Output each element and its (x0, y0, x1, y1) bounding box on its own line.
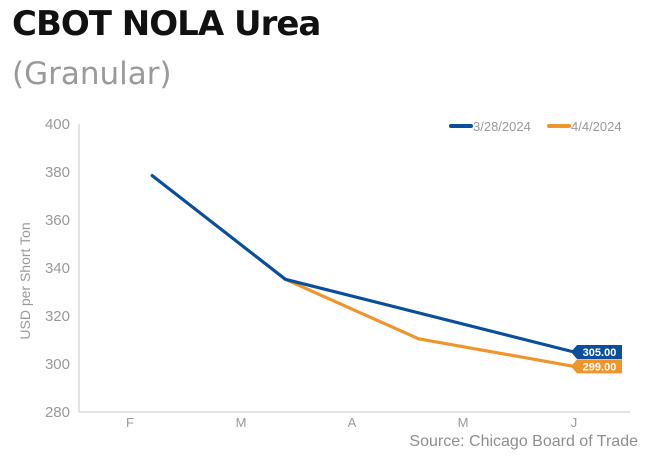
end-value-labels: 305.00 299.00 (571, 345, 622, 374)
y-tick-label: 380 (45, 164, 70, 181)
series-line (150, 174, 576, 354)
chart-title: CBOT NOLA Urea (12, 4, 321, 44)
y-tick-label: 280 (45, 404, 70, 421)
x-tick-label: M (458, 415, 469, 430)
end-label-badge (571, 345, 622, 359)
legend-label: 3/28/2024 (473, 119, 531, 134)
y-tick-label: 300 (45, 356, 70, 373)
y-tick-label: 340 (45, 260, 70, 277)
source-note: Source: Chicago Board of Trade (409, 433, 638, 450)
series-lines (150, 174, 576, 368)
series-line (283, 277, 576, 368)
end-label-badge (571, 359, 622, 374)
end-label-text: 305.00 (583, 347, 617, 359)
y-tick-label: 320 (45, 308, 70, 325)
y-tick-labels: 280 300 320 340 360 380 400 (45, 116, 70, 421)
y-axis-label: USD per Short Ton (17, 222, 33, 339)
x-tick-label: M (236, 415, 247, 430)
x-tick-label: A (348, 415, 357, 430)
chart-subtitle: (Granular) (12, 56, 172, 92)
y-tick-label: 400 (45, 116, 70, 133)
legend-label: 4/4/2024 (571, 119, 622, 134)
x-tick-label: F (126, 415, 134, 430)
end-label-text: 299.00 (583, 361, 617, 373)
x-tick-label: J (571, 415, 578, 430)
y-tick-label: 360 (45, 212, 70, 229)
legend: 3/28/2024 4/4/2024 (449, 119, 622, 134)
